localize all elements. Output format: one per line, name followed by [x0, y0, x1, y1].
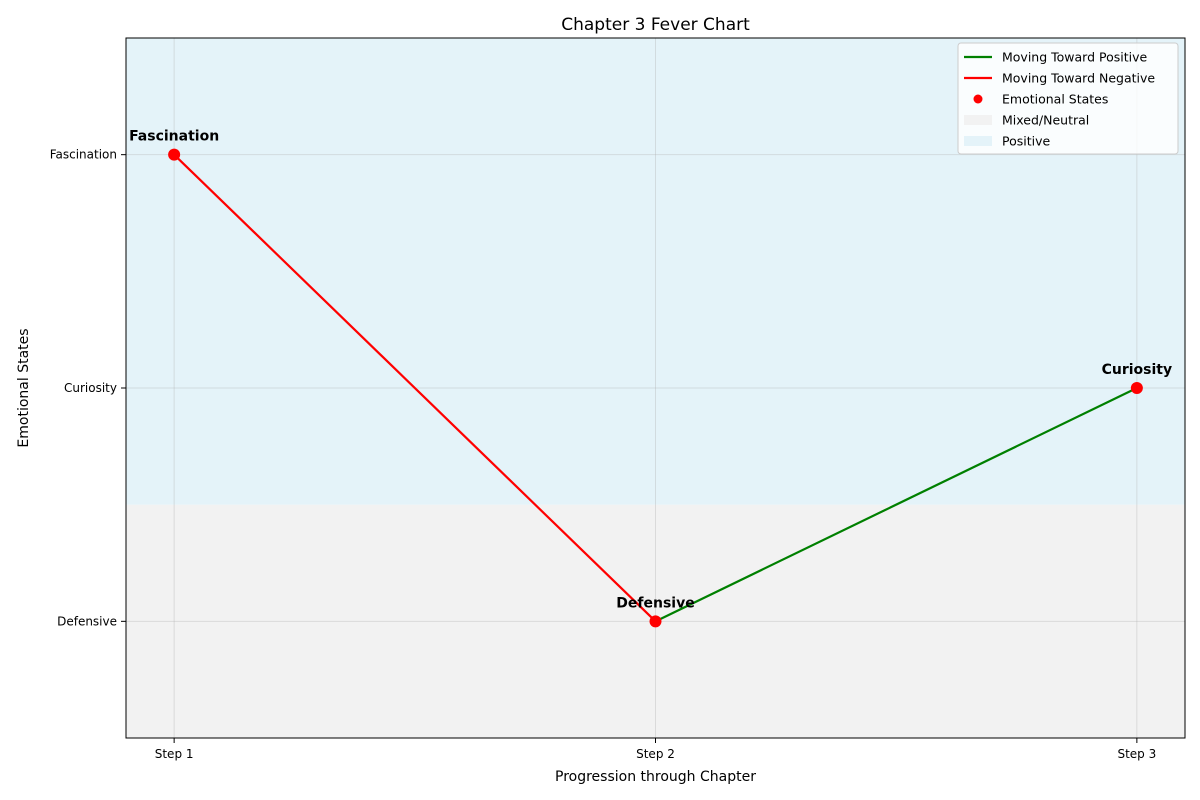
data-point-marker [168, 148, 181, 161]
segment-moving-toward-negative [173, 153, 657, 623]
legend-patch-swatch [964, 136, 992, 146]
data-point-label: Defensive [616, 595, 694, 611]
data-point-label: Curiosity [1102, 362, 1173, 378]
chart-title: Chapter 3 Fever Chart [561, 15, 750, 35]
y-axis-label: Emotional States [16, 328, 32, 447]
legend-entry-label: Emotional States [1002, 92, 1108, 107]
legend-entry-label: Moving Toward Positive [1002, 50, 1148, 65]
y-tick-label: Fascination [50, 148, 117, 162]
data-point-marker [649, 615, 662, 628]
data-point-marker [1130, 382, 1143, 394]
legend-box [957, 42, 1179, 155]
data-point-label: Fascination [129, 129, 219, 145]
segment-moving-toward-positive [655, 387, 1138, 623]
legend-patch-swatch [964, 115, 992, 125]
x-tick-label: Step 2 [636, 747, 675, 761]
x-tick-label: Step 3 [1117, 747, 1156, 761]
legend-entry-label: Moving Toward Negative [1002, 71, 1155, 86]
legend: Moving Toward Positive Moving Toward Nega… [957, 42, 1179, 155]
legend-entry-label: Mixed/Neutral [1002, 113, 1089, 128]
y-tick-label: Curiosity [64, 381, 117, 395]
legend-entry-label: Positive [1002, 134, 1050, 149]
x-axis-label: Progression through Chapter [555, 769, 756, 785]
y-tick-label: Defensive [57, 614, 117, 628]
x-tick-label: Step 1 [155, 747, 194, 761]
legend-marker-swatch [973, 94, 983, 104]
